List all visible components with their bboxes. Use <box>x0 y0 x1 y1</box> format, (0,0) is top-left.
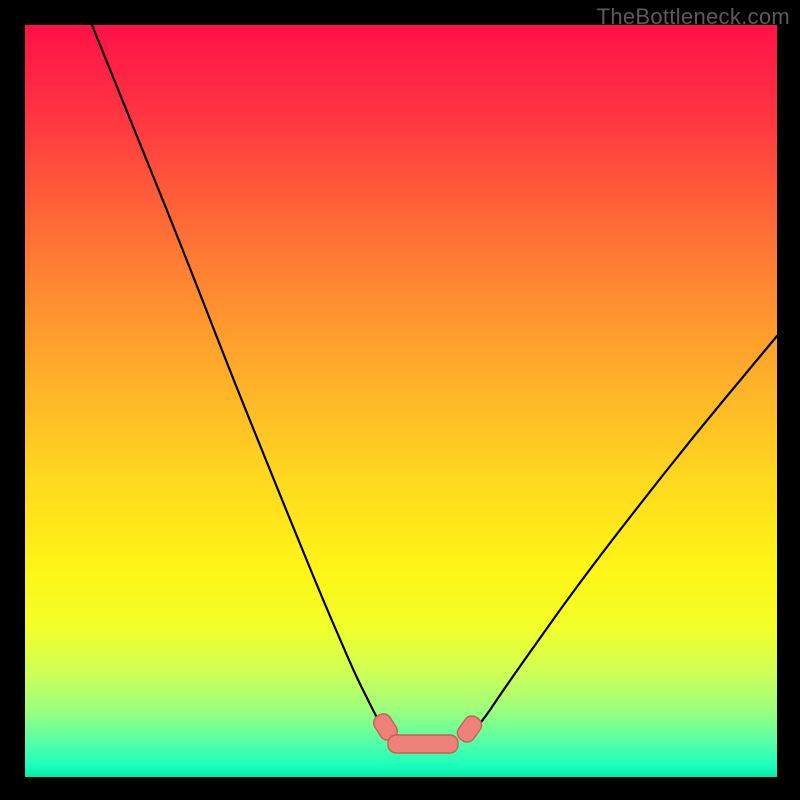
bottom-bar-seg-1 <box>388 735 458 753</box>
bottom-bar-seg-2 <box>454 713 484 745</box>
curve-overlay <box>25 25 777 777</box>
curve-left <box>92 25 382 726</box>
bottom-bar <box>371 711 485 753</box>
chart-area <box>25 25 777 777</box>
canvas-frame: TheBottleneck.com <box>0 0 800 800</box>
curve-right <box>478 336 777 726</box>
